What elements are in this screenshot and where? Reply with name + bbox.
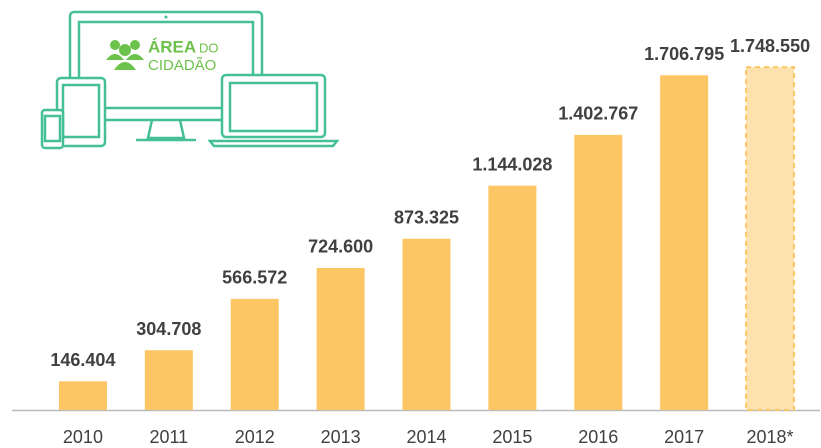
bar: [230, 298, 279, 410]
value-label: 1.402.767: [558, 104, 638, 124]
x-tick-label: 2016: [578, 427, 618, 447]
logo-illustration: [40, 10, 340, 150]
value-label: 1.144.028: [472, 154, 552, 174]
x-tick-label: 2014: [406, 427, 446, 447]
x-tick-label: 2013: [321, 427, 361, 447]
x-tick-label: 2010: [63, 427, 103, 447]
logo-text: DO: [199, 40, 219, 55]
value-label: 304.708: [136, 319, 201, 339]
value-label: 146.404: [50, 350, 115, 370]
bar: [660, 75, 709, 410]
x-tick-label: 2012: [235, 427, 275, 447]
bar: [574, 134, 623, 411]
value-label: 566.572: [222, 268, 287, 288]
logo-text: ÁREA: [148, 37, 196, 56]
bar: [745, 66, 796, 412]
bar: [488, 185, 537, 410]
x-tick-label: 2017: [664, 427, 704, 447]
value-label: 724.600: [308, 237, 373, 257]
x-tick-label: 2011: [149, 427, 188, 447]
bar: [58, 381, 107, 410]
bar: [144, 350, 193, 410]
x-tick-label: 2015: [492, 427, 532, 447]
value-label: 1.706.795: [644, 44, 724, 64]
logo-text: CIDADÃO: [148, 57, 216, 74]
bar: [402, 238, 451, 410]
x-tick-label: 2018*: [747, 427, 794, 447]
value-label: 873.325: [394, 207, 459, 227]
bar: [316, 267, 365, 410]
value-label: 1.748.550: [730, 36, 810, 56]
